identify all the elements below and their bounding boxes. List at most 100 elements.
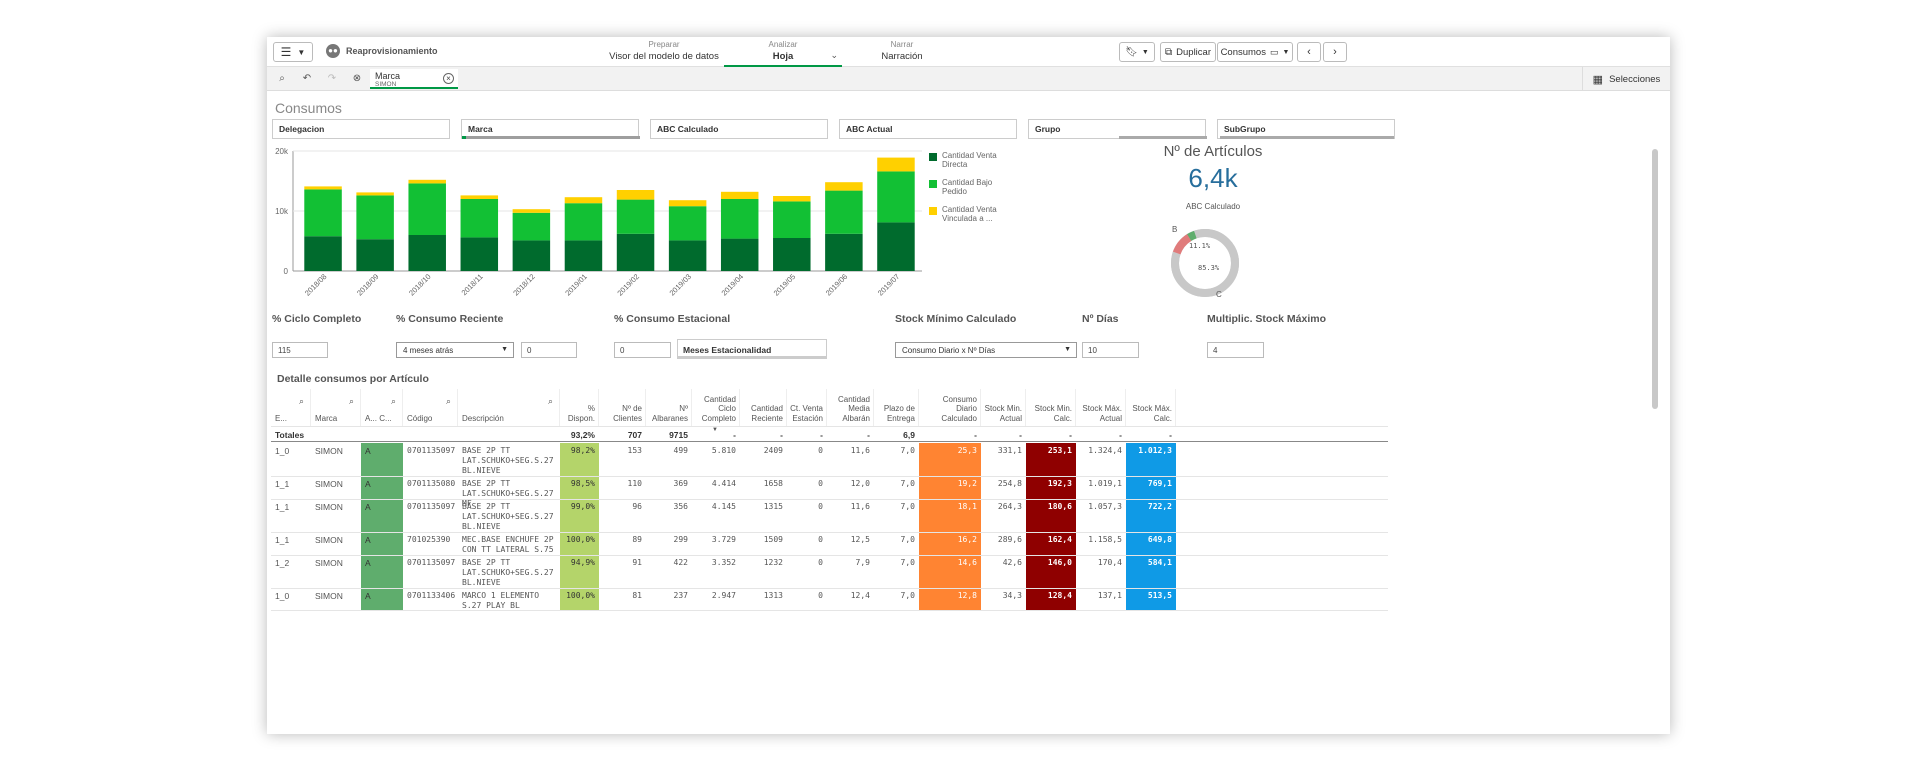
smart-search-icon[interactable]: ⌕ [279,73,285,84]
column-search-icon[interactable]: ⌕ [547,396,553,406]
column-search-icon[interactable]: ⌕ [390,396,396,406]
bar-segment[interactable] [564,203,603,241]
bar-segment[interactable] [460,237,499,271]
legend-item[interactable]: Cantidad Venta Directa [929,151,1009,169]
selection-chip-marca[interactable]: Marca SIMON × [370,69,458,89]
column-search-icon[interactable]: ⌕ [348,396,354,406]
column-header[interactable]: A... C... ⌕ [361,389,403,426]
duplicate-button[interactable]: ⧉ Duplicar [1160,42,1216,62]
dias-input[interactable]: 10 [1082,342,1139,358]
bar-segment[interactable] [356,192,394,196]
bar-segment[interactable] [356,195,394,240]
bar-segment[interactable] [564,197,603,204]
bar-segment[interactable] [877,157,915,172]
column-header[interactable]: Cantidad Ciclo Completo ▼ [692,389,740,433]
column-header[interactable]: Nº Albaranes [646,389,692,426]
column-header[interactable]: Plazo de Entrega [874,389,919,426]
selections-tool-button[interactable]: ▦ Selecciones [1582,67,1670,91]
sheet-menu-button[interactable]: Consumos ▭ ▼ [1217,42,1293,62]
bar-segment[interactable] [304,236,342,271]
bar-segment[interactable] [720,191,759,199]
bookmark-button[interactable]: 🔖︎ ▼ [1119,42,1155,62]
abc-donut-chart[interactable]: B C 11.1% 85.3% [1160,213,1270,298]
legend-item[interactable]: Cantidad Bajo Pedido [929,178,1009,196]
donut-slice[interactable] [1171,229,1239,297]
column-header[interactable]: Cantidad Media Albarán [827,389,874,426]
column-header[interactable]: % Dispon. [560,389,599,426]
stock-minimo-select[interactable]: Consumo Diario x Nº Días ▼ [895,342,1077,358]
bar-segment[interactable] [408,235,446,271]
global-menu-button[interactable]: ☰ ▼ [273,42,313,62]
previous-sheet-button[interactable]: ‹ [1297,42,1321,62]
bar-segment[interactable] [512,209,551,213]
multiplic-stock-input[interactable]: 4 [1207,342,1264,358]
step-back-icon[interactable]: ↶ [302,73,312,84]
bar-segment[interactable] [616,233,655,271]
column-header[interactable]: Stock Máx. Actual [1076,389,1126,426]
step-forward-icon[interactable]: ↷ [327,73,337,84]
filter-grupo[interactable]: Grupo [1028,119,1207,139]
bar-segment[interactable] [825,233,863,271]
bar-segment[interactable] [877,222,915,271]
bar-segment[interactable] [668,200,707,207]
consumo-reciente-input[interactable]: 0 [521,342,577,358]
column-header[interactable]: Marca ⌕ [311,389,361,426]
bar-segment[interactable] [825,182,863,191]
column-header[interactable]: Stock Máx. Calc. [1126,389,1176,426]
meses-estacionalidad-filter[interactable]: Meses Estacionalidad [677,339,827,359]
bar-segment[interactable] [408,183,446,235]
nav-step-preparar[interactable]: Preparar Visor del modelo de datos [605,40,723,62]
column-header[interactable]: Descripción ⌕ [458,389,560,426]
filter-marca[interactable]: Marca [461,119,640,139]
bar-segment[interactable] [773,196,811,202]
bar-segment[interactable] [668,240,707,271]
bar-segment[interactable] [460,195,499,199]
bar-segment[interactable] [564,240,603,271]
column-header[interactable]: E... ⌕ [271,389,311,426]
column-header[interactable]: Stock Min. Calc. [1026,389,1076,426]
bar-segment[interactable] [877,171,915,223]
app-name[interactable]: Reaprovisionamiento [346,46,438,56]
bar-segment[interactable] [616,190,655,200]
bar-segment[interactable] [304,189,342,237]
ciclo-completo-input[interactable]: 115 [272,342,328,358]
column-header[interactable]: Cantidad Reciente [740,389,787,426]
bar-segment[interactable] [825,190,863,234]
nav-step-analizar[interactable]: Analizar Hoja ⌄ [724,40,842,67]
clear-selection-icon[interactable]: × [443,73,454,84]
clear-all-icon[interactable]: ⊗ [352,73,362,84]
column-header[interactable]: Nº de Clientes [599,389,646,426]
column-search-icon[interactable]: ⌕ [298,396,304,406]
bar-segment[interactable] [512,212,551,241]
bar-segment[interactable] [304,186,342,190]
bar-segment[interactable] [460,199,499,238]
bar-segment[interactable] [720,199,759,239]
duplicate-label: Duplicar [1176,46,1211,58]
bar-segment[interactable] [773,201,811,238]
filter-subgrupo[interactable]: SubGrupo [1217,119,1395,139]
bar-segment[interactable] [773,238,811,271]
sheet-scrollbar[interactable] [1652,149,1658,409]
legend-item[interactable]: Cantidad Venta Vinculada a ... [929,205,1009,223]
sort-desc-icon[interactable]: ▼ [712,426,718,433]
stacked-bar-chart[interactable]: 0 10k 20k 2018/08 2018/09 2018/10 2018/11 2018/… [267,146,1147,316]
bar-segment[interactable] [408,179,446,184]
bar-segment[interactable] [668,206,707,241]
bar-segment[interactable] [720,238,759,271]
filter-abc-calculado[interactable]: ABC Calculado [650,119,828,139]
bar-segment[interactable] [616,199,655,234]
filter-abc-actual[interactable]: ABC Actual [839,119,1017,139]
chevron-down-icon[interactable]: ⌄ [830,50,838,60]
column-header[interactable]: Código ⌕ [403,389,458,426]
column-header[interactable]: Ct. Venta Estación [787,389,827,426]
column-search-icon[interactable]: ⌕ [445,396,451,406]
bar-segment[interactable] [512,240,551,271]
column-header[interactable]: Stock Min. Actual [981,389,1026,426]
consumo-reciente-select[interactable]: 4 meses atrás ▼ [396,342,514,358]
nav-step-narrar[interactable]: Narrar Narración [843,40,961,62]
column-header[interactable]: Consumo Diario Calculado [919,389,981,426]
consumo-estacional-input[interactable]: 0 [614,342,671,358]
next-sheet-button[interactable]: › [1323,42,1347,62]
bar-segment[interactable] [356,239,394,271]
filter-delegacion[interactable]: Delegacion [272,119,450,139]
